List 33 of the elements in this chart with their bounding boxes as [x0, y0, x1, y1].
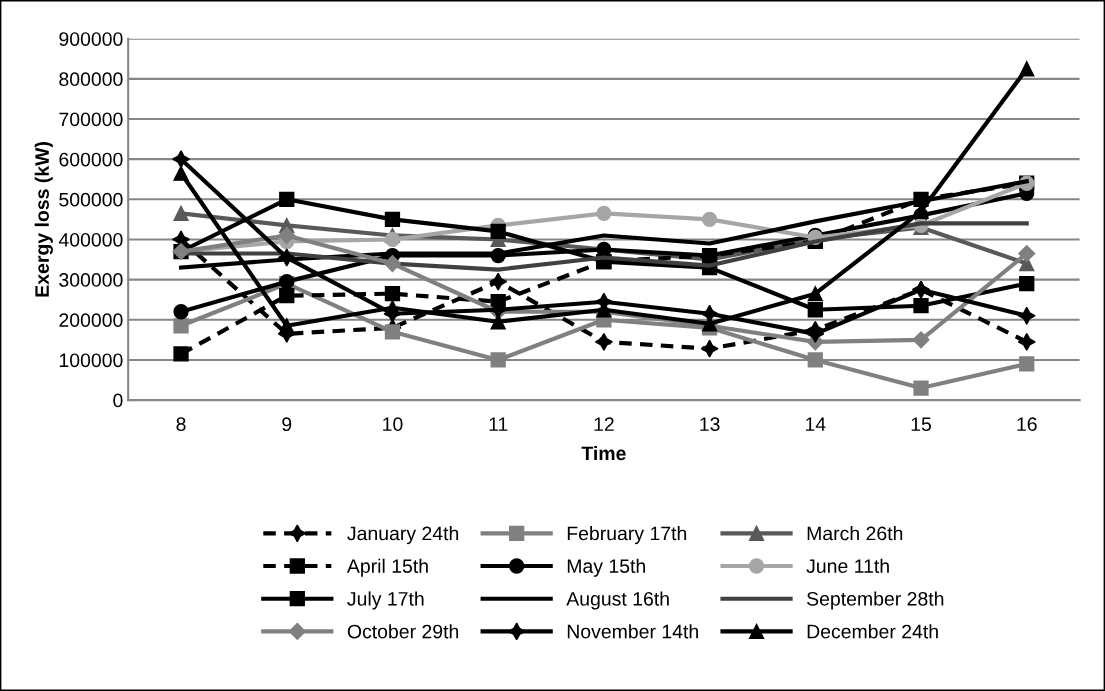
y-tick-label: 300000 [59, 273, 123, 287]
legend-label: February 17th [567, 526, 687, 545]
legend-label: November 14th [567, 624, 698, 639]
y-tick-label: 100000 [59, 353, 123, 368]
y-tick-label: 700000 [59, 112, 123, 127]
legend-label: April 15th [346, 558, 428, 577]
x-tick-label: 10 [383, 417, 403, 432]
x-tick-label: 15 [911, 417, 932, 432]
x-axis-title: Time [581, 445, 626, 461]
y-tick-label: 900000 [59, 32, 123, 46]
y-axis-title: Exergy loss (kW) [34, 142, 53, 297]
legend-label: September 28th [807, 591, 944, 610]
x-tick-label: 11 [489, 417, 508, 431]
legend-label: May 15th [567, 558, 645, 577]
x-tick-label: 12 [594, 417, 614, 431]
legend-label: August 16th [566, 591, 669, 610]
legend-label: March 26th [807, 526, 903, 541]
y-tick-label: 0 [113, 393, 123, 408]
legend-label: July 17th [347, 591, 424, 610]
x-tick-label: 9 [282, 417, 292, 432]
legend-label: January 24th [347, 526, 459, 545]
x-tick-label: 8 [176, 417, 186, 432]
y-tick-label: 200000 [59, 313, 123, 328]
y-tick-label: 800000 [59, 72, 123, 87]
legend-label: October 29th [347, 624, 459, 639]
y-tick-label: 600000 [59, 152, 123, 167]
x-tick-label: 16 [1017, 417, 1037, 432]
x-tick-label: 13 [700, 417, 720, 432]
y-tick-label: 400000 [58, 232, 123, 247]
legend-label: December 24th [807, 624, 938, 639]
legend-label: June 11th [806, 558, 889, 573]
y-tick-label: 500000 [59, 192, 123, 207]
x-tick-label: 14 [805, 417, 826, 431]
